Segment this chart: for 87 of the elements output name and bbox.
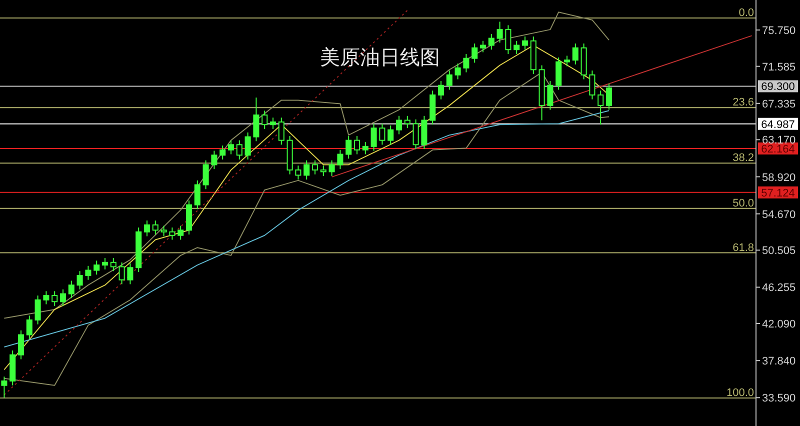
candlestick <box>304 160 310 180</box>
candlestick <box>522 36 528 50</box>
line-series <box>4 110 610 348</box>
candlestick <box>337 149 344 170</box>
candlestick <box>118 262 125 285</box>
candlestick <box>396 115 402 135</box>
candlestick <box>404 115 410 129</box>
candlestick <box>320 165 326 177</box>
annotation: 100.0 <box>726 387 754 400</box>
candlestick <box>127 262 134 285</box>
candlestick <box>412 118 419 150</box>
candlestick <box>362 142 368 155</box>
candlestick <box>18 330 24 360</box>
y-tick-label: 42.090 <box>762 318 796 331</box>
candlestick <box>514 40 520 54</box>
y-tick-label: 33.590 <box>762 392 796 405</box>
candlestick <box>463 53 470 73</box>
candlestick <box>547 80 554 110</box>
candlestick <box>480 40 486 53</box>
annotation: 50.0 <box>732 197 754 210</box>
annotation: 23.6 <box>732 96 754 109</box>
candlestick <box>270 117 276 130</box>
ref-line-label: 64.987 <box>761 118 795 131</box>
ref-line-label: 57.124 <box>761 187 795 200</box>
ref-line-label: 69.300 <box>761 81 795 94</box>
candlestick <box>438 80 444 100</box>
candlestick <box>454 63 461 80</box>
candlestick <box>354 135 360 155</box>
candlestick <box>488 33 494 50</box>
candlestick <box>556 56 562 90</box>
annotation: 0.0 <box>738 6 754 19</box>
candlestick <box>564 55 570 67</box>
candlestick <box>60 288 66 307</box>
candlestick <box>194 180 200 210</box>
candlestick <box>43 290 50 305</box>
candlestick <box>472 43 478 64</box>
candlestick <box>262 110 268 130</box>
y-tick-label: 54.670 <box>762 208 796 221</box>
y-tick-label: 75.750 <box>762 25 796 37</box>
candlestick <box>202 160 209 190</box>
y-tick-label: 50.505 <box>762 245 796 258</box>
candlestick <box>278 117 284 146</box>
y-tick-label: 67.335 <box>762 98 796 110</box>
candlestick <box>26 315 32 340</box>
text: 美原油日线图 <box>320 46 440 69</box>
candlestick <box>102 258 108 270</box>
y-tick-label: 58.920 <box>762 172 796 184</box>
candlestick <box>598 90 604 126</box>
candlestick <box>253 97 260 142</box>
candlestick <box>295 165 302 180</box>
candlestick <box>110 258 116 272</box>
candlestick <box>379 123 386 146</box>
candlestick <box>572 43 578 65</box>
candlestick <box>76 270 83 290</box>
candlestick <box>388 124 394 146</box>
candlestick <box>228 140 234 155</box>
candlestick <box>589 70 596 100</box>
candlestick <box>94 260 100 276</box>
candlestick <box>52 290 58 307</box>
candlestick <box>370 123 377 152</box>
candlestick <box>505 24 512 54</box>
y-tick-label: 37.840 <box>762 356 796 368</box>
candlestick <box>220 145 226 160</box>
candlestick <box>211 150 218 170</box>
annotation: 38.2 <box>732 152 754 164</box>
candlestick <box>160 225 167 237</box>
annotation: 61.8 <box>732 242 754 254</box>
candlestick <box>68 280 74 299</box>
y-tick-label: 71.585 <box>762 61 796 74</box>
candlestick <box>1 376 8 398</box>
candlestick <box>169 227 176 240</box>
candlestick <box>34 295 41 325</box>
y-tick-label: 46.255 <box>762 282 796 294</box>
line-series <box>4 12 610 319</box>
candlestick <box>312 160 318 175</box>
candlestick <box>152 220 158 235</box>
candlestick <box>85 265 92 280</box>
candlestick <box>446 70 452 90</box>
candlestick <box>236 140 242 160</box>
candlestick <box>328 160 335 177</box>
candlestick <box>178 225 184 240</box>
candlestick <box>606 83 612 110</box>
candlestick <box>346 135 352 160</box>
ref-line-label: 62.164 <box>761 143 795 156</box>
candlestick <box>244 132 251 160</box>
candlestick <box>496 21 503 44</box>
candlestick <box>144 220 150 237</box>
